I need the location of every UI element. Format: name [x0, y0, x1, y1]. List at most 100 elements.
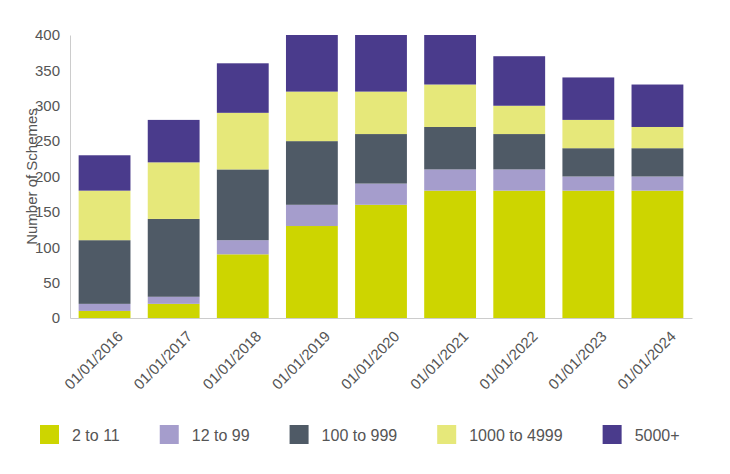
bar	[286, 205, 338, 226]
tick: 150	[35, 203, 70, 220]
tick-label: 50	[43, 274, 60, 291]
bar	[79, 311, 131, 318]
legend-label: 1000 to 4999	[469, 427, 563, 444]
series	[79, 35, 684, 191]
bar	[562, 77, 614, 119]
bar	[632, 127, 684, 148]
tick: 200	[35, 168, 70, 185]
tick: 01/01/2024	[614, 327, 679, 392]
tick: 01/01/2023	[545, 327, 610, 392]
legend-label: 12 to 99	[192, 427, 250, 444]
bar	[286, 35, 338, 92]
bar	[79, 155, 131, 190]
tick-label: 01/01/2018	[199, 327, 264, 392]
chart: 05010015020025030035040001/01/201601/01/…	[0, 0, 730, 474]
bar	[79, 240, 131, 304]
bar	[148, 120, 200, 162]
tick-label: 01/01/2020	[337, 327, 402, 392]
tick: 01/01/2019	[268, 327, 333, 392]
legend: 2 to 11 12 to 99 100 to 999 1000 to 4999 500…	[40, 425, 680, 444]
bar	[355, 205, 407, 318]
legend-item: 100 to 999	[290, 425, 398, 444]
tick: 50	[43, 274, 70, 291]
bar	[217, 254, 269, 318]
tick-label: 01/01/2023	[545, 327, 610, 392]
bar	[148, 297, 200, 304]
tick-label: 01/01/2022	[476, 327, 541, 392]
tick: 400	[35, 26, 70, 43]
bar	[355, 134, 407, 184]
tick-label: 01/01/2016	[61, 327, 126, 392]
legend-item: 2 to 11	[40, 425, 120, 444]
bar	[562, 120, 614, 148]
tick: 01/01/2021	[406, 327, 471, 392]
legend-label: 2 to 11	[72, 427, 120, 444]
bar	[217, 240, 269, 254]
legend-label: 5000+	[635, 427, 680, 444]
bar	[148, 304, 200, 318]
bar	[79, 304, 131, 311]
tick-label: 01/01/2017	[130, 327, 195, 392]
legend-item: 12 to 99	[160, 425, 250, 444]
bar	[562, 148, 614, 176]
bar	[217, 113, 269, 170]
bars	[79, 35, 684, 318]
tick-label: 01/01/2024	[614, 327, 679, 392]
bar	[493, 106, 545, 134]
tick: 01/01/2022	[476, 327, 541, 392]
legend-item: 1000 to 4999	[437, 425, 563, 444]
tick: 0	[52, 309, 70, 326]
bar	[217, 169, 269, 240]
bar	[632, 85, 684, 127]
axis-line	[71, 318, 693, 319]
tick-label: 01/01/2021	[406, 327, 471, 392]
bar	[632, 177, 684, 191]
bar	[424, 35, 476, 85]
y-axis: 0 50 100 150 200 250 300 350 400	[35, 26, 71, 326]
bar	[286, 226, 338, 318]
tick: 01/01/2018	[199, 327, 264, 392]
bar	[562, 177, 614, 191]
legend-swatch	[40, 425, 59, 444]
tick: 250	[35, 132, 70, 149]
bar	[493, 134, 545, 169]
tick: 01/01/2017	[130, 327, 195, 392]
bar	[355, 184, 407, 205]
bar	[424, 169, 476, 190]
tick-label: 0	[52, 309, 60, 326]
bar	[355, 35, 407, 92]
bar	[493, 56, 545, 106]
tick-label: 350	[35, 62, 60, 79]
bar	[148, 162, 200, 219]
bar	[493, 169, 545, 190]
bar	[286, 92, 338, 142]
tick-label: 400	[35, 26, 60, 43]
tick: 350	[35, 62, 70, 79]
tick: 100	[35, 239, 70, 256]
tick-label: 01/01/2019	[268, 327, 333, 392]
bar	[424, 191, 476, 318]
tick: 01/01/2020	[337, 327, 402, 392]
bar	[493, 191, 545, 318]
plot-area: 05010015020025030035040001/01/201601/01/…	[35, 26, 693, 392]
bar	[424, 85, 476, 127]
legend-label: 100 to 999	[322, 427, 398, 444]
tick: 01/01/2016	[61, 327, 126, 392]
bar	[79, 191, 131, 241]
axis-line	[70, 36, 71, 319]
legend-swatch	[603, 425, 622, 444]
bar	[355, 92, 407, 134]
bar	[562, 191, 614, 318]
bar	[217, 63, 269, 113]
legend-swatch	[160, 425, 179, 444]
tick: 300	[35, 97, 70, 114]
bar	[286, 141, 338, 205]
bar	[148, 219, 200, 297]
axis-title: Number of Schemes	[23, 108, 40, 245]
bar	[632, 148, 684, 176]
bar	[424, 127, 476, 169]
legend-swatch	[290, 425, 309, 444]
bar	[632, 191, 684, 318]
legend-swatch	[437, 425, 456, 444]
legend-item: 5000+	[603, 425, 680, 444]
